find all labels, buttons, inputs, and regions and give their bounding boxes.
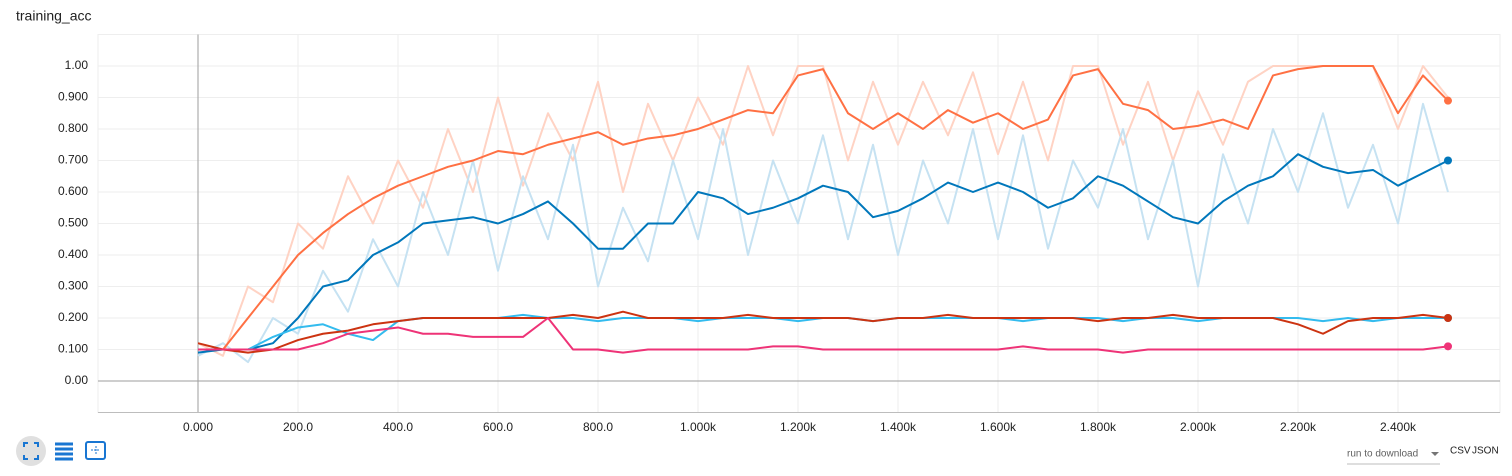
y-tick-label: 0.100 — [58, 342, 88, 356]
lines — [197, 65, 1452, 364]
y-tick-label: 0.500 — [58, 216, 88, 230]
x-tick-label: 200.0 — [283, 420, 313, 434]
x-tick-label: 1.400k — [880, 420, 917, 434]
x-tick-label: 1.800k — [1080, 420, 1117, 434]
series-line — [198, 65, 1449, 351]
x-tick-label: 0.000 — [183, 420, 213, 434]
series-line — [197, 153, 1449, 354]
zoom-icon — [91, 446, 100, 455]
grid: 0.00 0.100 0.200 0.300 0.400 0.500 0.600 0.700 0… — [58, 34, 1501, 434]
x-tick-label: 2.400k — [1380, 420, 1417, 434]
x-tick-label: 1.200k — [780, 420, 817, 434]
x-tick-label: 1.600k — [980, 420, 1017, 434]
run-select[interactable]: run to download — [1347, 449, 1418, 460]
fit-button[interactable] — [16, 436, 46, 466]
end-point — [1444, 96, 1452, 105]
end-point — [1444, 314, 1452, 322]
csv-link[interactable]: CSV — [1450, 446, 1471, 457]
y-tick-label: 0.400 — [58, 247, 88, 261]
log-button[interactable] — [55, 442, 73, 461]
zoom-button[interactable] — [85, 441, 106, 460]
series-line — [197, 65, 1449, 357]
y-tick-label: 0.300 — [58, 279, 88, 293]
y-tick-label: 0.700 — [58, 153, 88, 167]
json-link[interactable]: JSON — [1472, 446, 1499, 457]
toolbar — [16, 436, 106, 466]
x-tick-label: 800.0 — [583, 420, 613, 434]
x-tick-label: 400.0 — [383, 420, 413, 434]
y-tick-label: 0.200 — [58, 310, 88, 324]
x-tick-label: 600.0 — [483, 420, 513, 434]
series-line — [197, 310, 1449, 354]
y-tick-label: 0.00 — [65, 373, 89, 387]
y-tick-label: 0.800 — [58, 121, 88, 135]
y-tick-label: 0.600 — [58, 184, 88, 198]
fit-icon — [23, 442, 39, 460]
chart-title: training_acc — [16, 8, 92, 24]
x-tick-label: 1.000k — [680, 420, 717, 434]
y-tick-label: 1.00 — [65, 58, 89, 72]
x-tick-label: 2.000k — [1180, 420, 1217, 434]
series-line — [197, 102, 1449, 364]
end-point — [1444, 342, 1452, 351]
select-arrow — [1431, 452, 1439, 456]
end-point — [1444, 156, 1452, 165]
x-tick-label: 2.200k — [1280, 420, 1317, 434]
series-line — [198, 317, 1449, 354]
y-tick-label: 0.900 — [58, 90, 88, 104]
series-line — [198, 313, 1448, 351]
